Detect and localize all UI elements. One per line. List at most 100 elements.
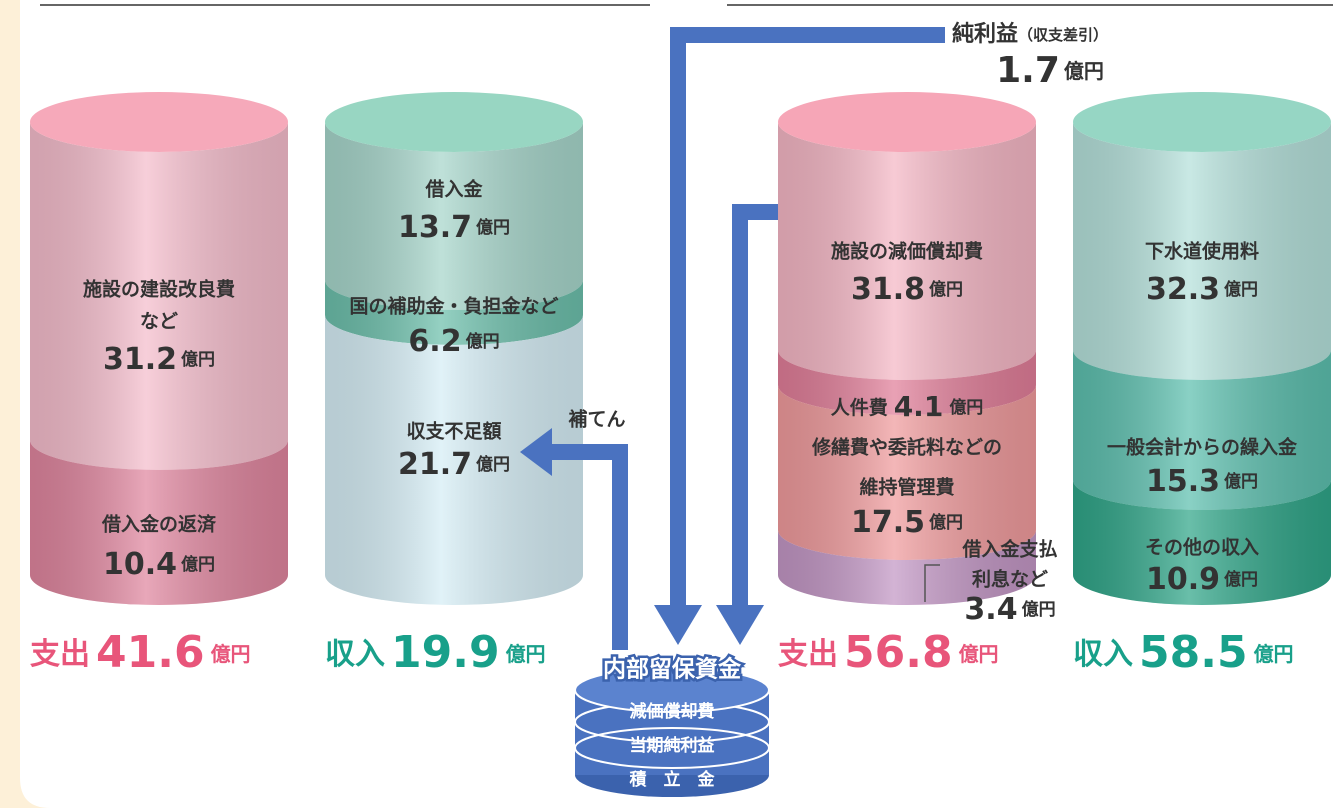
amount: 10.9 億円 xyxy=(1146,562,1258,597)
value: 1.7 xyxy=(996,50,1060,91)
unit: 億円 xyxy=(1224,471,1258,492)
unit: 億円 xyxy=(959,642,999,666)
unit: 億円 xyxy=(1254,642,1294,666)
value: 3.4 xyxy=(964,592,1017,627)
note: （収支差引） xyxy=(1018,26,1108,44)
reserve-item: 当期純利益 xyxy=(630,735,715,756)
unit: 億円 xyxy=(1064,59,1104,83)
segment-label: 収支不足額 xyxy=(406,420,501,443)
value: 31.8 xyxy=(851,272,925,307)
unit: 億円 xyxy=(181,349,215,370)
net-profit-value: 1.7 億円 xyxy=(996,50,1104,91)
value: 32.3 xyxy=(1146,272,1220,307)
value: 56.8 xyxy=(844,627,953,678)
cylinder-top xyxy=(325,92,583,152)
value: 19.9 xyxy=(391,627,500,678)
amount: 31.2 億円 xyxy=(103,342,215,377)
unit: 億円 xyxy=(1022,599,1056,620)
segment-label: 修繕費や委託料などの xyxy=(811,436,1002,459)
net-profit-label: 純利益（収支差引） xyxy=(952,21,1108,47)
label: 人件費 xyxy=(831,396,888,419)
segment-label: 借入金 xyxy=(424,178,483,201)
value: 31.2 xyxy=(103,342,177,377)
value: 6.2 xyxy=(408,324,461,359)
disk-edge xyxy=(574,727,770,769)
amount: 15.3 億円 xyxy=(1146,464,1258,499)
amount: 10.4 億円 xyxy=(103,547,215,582)
cylinder-top xyxy=(30,92,288,152)
unit: 億円 xyxy=(211,642,251,666)
arrowhead xyxy=(654,605,702,645)
amount: 6.2 億円 xyxy=(408,324,499,359)
unit: 億円 xyxy=(466,331,500,352)
label: 収入 xyxy=(1073,637,1133,672)
value: 15.3 xyxy=(1146,464,1220,499)
cylinder-top xyxy=(778,92,1036,152)
amount: 3.4 億円 xyxy=(964,592,1055,627)
segment-label: その他の収入 xyxy=(1145,536,1259,559)
label: 純利益 xyxy=(952,21,1018,47)
amount: 13.7 億円 xyxy=(398,210,510,245)
reserve-title: 内部留保資金 xyxy=(603,656,742,683)
total: 支出 41.6 億円 xyxy=(30,627,251,678)
segment-label: 国の補助金・負担金など xyxy=(349,295,558,318)
arrow xyxy=(670,27,945,610)
reserve-item: 減価償却費 xyxy=(630,701,715,722)
reserve-stack: 内部留保資金 減価償却費 当期純利益 積 立 金 xyxy=(574,653,770,797)
segment-label: 施設の建設改良費 xyxy=(83,278,235,301)
segment-label: 施設の減価償却費 xyxy=(831,240,983,263)
segment-label: 下水道使用料 xyxy=(1145,240,1259,263)
unit: 億円 xyxy=(476,217,510,238)
cylinder-top xyxy=(1073,92,1331,152)
unit: 億円 xyxy=(929,279,963,300)
segment-label: 借入金支払 xyxy=(961,538,1057,561)
segment-shade xyxy=(30,440,288,605)
arrows xyxy=(545,27,945,650)
disk-top xyxy=(574,667,770,713)
segment-shade xyxy=(325,315,583,605)
label: 支出 xyxy=(778,637,838,672)
unit: 億円 xyxy=(929,512,963,533)
segment-shade xyxy=(325,122,583,310)
arrowhead xyxy=(716,605,764,645)
segment-shade xyxy=(778,350,1036,415)
segment-shade xyxy=(1073,350,1331,510)
segment-label: 維持管理費 xyxy=(859,476,954,499)
segment-shade xyxy=(778,530,1036,605)
total: 支出 56.8 億円 xyxy=(778,627,999,678)
amount: 31.8 億円 xyxy=(851,272,963,307)
unit: 億円 xyxy=(1224,279,1258,300)
segment-shade xyxy=(778,385,1036,560)
supplement-label: 補てん xyxy=(567,408,625,431)
unit: 億円 xyxy=(506,642,546,666)
arrowheads xyxy=(520,428,764,645)
label: 支出 xyxy=(30,637,90,672)
segment-label: 人件費 4.1 億円 xyxy=(831,390,984,423)
segment-shade xyxy=(1073,122,1331,380)
value: 41.6 xyxy=(96,627,205,678)
segment-label: 借入金の返済 xyxy=(101,513,217,536)
total: 収入 19.9 億円 xyxy=(325,627,546,678)
value: 4.1 xyxy=(894,390,944,423)
unit: 億円 xyxy=(181,554,215,575)
reserve-item: 積 立 金 xyxy=(630,769,716,790)
segment-shade xyxy=(778,122,1036,380)
segment-label: など xyxy=(140,311,178,333)
arrow xyxy=(732,204,778,610)
unit: 億円 xyxy=(476,454,510,475)
segment-shade xyxy=(1073,480,1331,605)
value: 21.7 xyxy=(398,447,472,482)
segment-shade xyxy=(325,280,583,345)
value: 58.5 xyxy=(1139,627,1248,678)
arrowhead xyxy=(520,428,552,476)
segment-label: 一般会計からの繰入金 xyxy=(1107,436,1298,459)
unit: 億円 xyxy=(1224,569,1258,590)
amount: 21.7 億円 xyxy=(398,447,510,482)
label: 収入 xyxy=(325,637,385,672)
segment-shade xyxy=(30,122,288,470)
value: 10.4 xyxy=(103,547,177,582)
value: 17.5 xyxy=(851,505,925,540)
segment-label: 利息など xyxy=(972,568,1048,591)
